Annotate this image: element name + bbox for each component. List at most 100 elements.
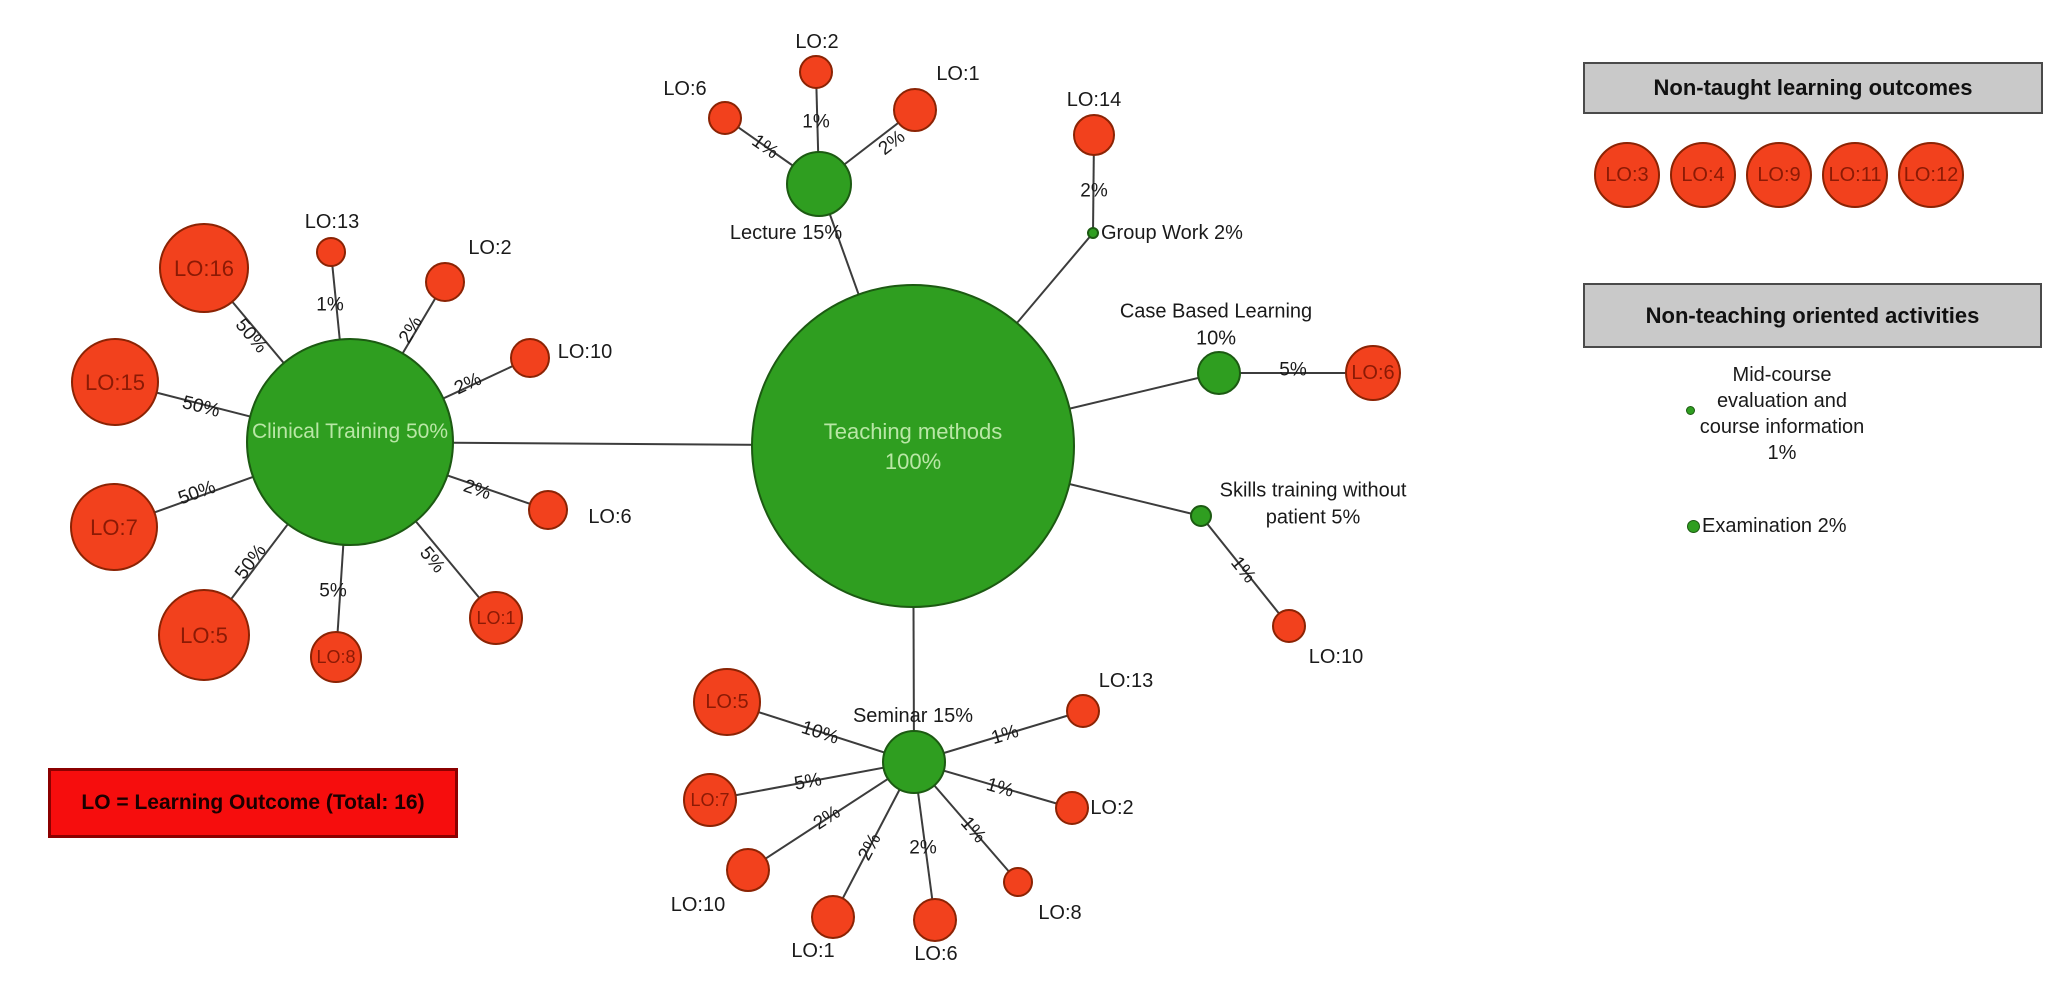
lo-se13-circle: [1066, 694, 1100, 728]
edge-weight-label: 50%: [176, 477, 219, 510]
lo-c16-label: LO:16: [174, 256, 234, 281]
lo-l1-label: LO:1: [936, 63, 979, 85]
lo-cb6-circle: [1345, 345, 1401, 401]
hub-groupwork-circle: [1087, 227, 1099, 239]
lo-se6-label: LO:6: [914, 943, 957, 965]
legend-lo-circle: LO:4: [1670, 142, 1736, 208]
edge-weight-label: 2%: [1080, 181, 1108, 202]
legend-lo-circle: LO:12: [1898, 142, 1964, 208]
note-box: LO = Learning Outcome (Total: 16): [48, 768, 458, 838]
lo-c13-label: LO:13: [305, 211, 359, 233]
hub-seminar-circle: [882, 730, 946, 794]
lo-se1-label: LO:1: [791, 940, 834, 962]
lo-se7-circle: [683, 773, 737, 827]
edge-weight-label: 2%: [395, 313, 427, 347]
lo-se8-circle: [1003, 867, 1033, 897]
lo-c5-label: LO:5: [180, 623, 228, 648]
legend-non-taught-header: Non-taught learning outcomes: [1583, 62, 2043, 114]
lo-g14-label: LO:14: [1067, 89, 1121, 111]
edge-weight-label: 1%: [802, 112, 830, 133]
legend-lo-circle: LO:11: [1822, 142, 1888, 208]
edge-weight-label: 5%: [319, 581, 347, 602]
lo-se8-label: LO:8: [1038, 902, 1081, 924]
hub-skills-label: Skills training without patient 5%: [1220, 480, 1407, 529]
lo-se6-circle: [913, 898, 957, 942]
edge-weight-label: 1%: [984, 774, 1016, 802]
hub-skills-circle: [1190, 505, 1212, 527]
edge-weight-label: 2%: [909, 838, 937, 859]
lo-c5-circle: [158, 589, 250, 681]
edge-weight-label: 1%: [989, 721, 1021, 749]
lo-se7-label: LO:7: [690, 790, 729, 810]
examination-dot-node: [1687, 520, 1700, 533]
legend-lo-circle: LO:3: [1594, 142, 1660, 208]
legend-non-teaching-header: Non-teaching oriented activities: [1583, 283, 2042, 348]
midcourse-dot-node: [1686, 406, 1695, 415]
legend-non-teaching-title: Non-teaching oriented activities: [1645, 302, 1980, 328]
lo-c13-circle: [316, 237, 346, 267]
edge-weight-label: 2%: [810, 802, 845, 835]
edge-weight-label: 1%: [748, 131, 783, 164]
hub-teaching-circle: [751, 284, 1075, 608]
lo-cb6-label: LO:6: [1351, 362, 1394, 384]
lo-se1-circle: [811, 895, 855, 939]
hub-groupwork-label: Group Work 2%: [1101, 222, 1243, 244]
lo-se10-label: LO:10: [671, 894, 725, 916]
lo-l2-circle: [799, 55, 833, 89]
hub-cbl-label: Case Based Learning 10%: [1120, 301, 1312, 350]
edge-weight-label: 2%: [875, 126, 910, 159]
lo-se5-circle: [693, 668, 761, 736]
lo-c2-circle: [425, 262, 465, 302]
edge-weight-label: 5%: [415, 543, 449, 578]
edge-weight-label: 5%: [793, 769, 824, 795]
lo-se2-circle: [1055, 791, 1089, 825]
lo-c7-label: LO:7: [90, 515, 138, 540]
non-taught-lo-list: LO:3 LO:4 LO:9 LO:11 LO:12: [1594, 142, 1964, 208]
hub-cbl-circle: [1197, 351, 1241, 395]
lo-c10-label: LO:10: [558, 341, 612, 363]
lo-c1-label: LO:1: [476, 608, 515, 628]
hub-lecture-circle: [786, 151, 852, 217]
edge-weight-label: 50%: [231, 315, 272, 358]
examination-label: Examination 2%: [1702, 515, 1847, 537]
lo-c8-circle: [310, 631, 362, 683]
edge-seminar-se7: [709, 761, 915, 801]
lo-c6-circle: [528, 490, 568, 530]
hub-teaching-label: Teaching methods 100%: [824, 419, 1003, 474]
edge-weight-label: 50%: [180, 392, 222, 422]
lo-l6-circle: [708, 101, 742, 135]
edge-weight-label: 5%: [1279, 360, 1307, 381]
lo-c16-circle: [159, 223, 249, 313]
lo-c8-label: LO:8: [316, 647, 355, 667]
edge-weight-label: 10%: [799, 717, 842, 749]
lo-se10-circle: [726, 848, 770, 892]
lo-c7-circle: [70, 483, 158, 571]
lo-se2-label: LO:2: [1090, 797, 1133, 819]
midcourse-evaluation-label: Mid-course evaluation and course informa…: [1699, 364, 1865, 464]
lo-l2-label: LO:2: [795, 31, 838, 53]
legend-non-taught-title: Non-taught learning outcomes: [1653, 75, 1973, 100]
lo-c15-label: LO:15: [85, 370, 145, 395]
hub-seminar-label: Seminar 15%: [853, 705, 973, 727]
lo-c2-label: LO:2: [468, 237, 511, 259]
lo-l1-circle: [893, 88, 937, 132]
hub-clinical-circle: [246, 338, 454, 546]
hub-lecture-label: Lecture 15%: [730, 222, 843, 244]
lo-g14-circle: [1073, 114, 1115, 156]
legend-lo-circle: LO:9: [1746, 142, 1812, 208]
lo-l6-label: LO:6: [663, 78, 706, 100]
lo-c15-circle: [71, 338, 159, 426]
edge-seminar-se10: [747, 761, 915, 871]
lo-se13-label: LO:13: [1099, 670, 1153, 692]
edge-weight-label: 1%: [316, 295, 344, 316]
lo-c10-circle: [510, 338, 550, 378]
edge-skills-s10: [1200, 515, 1290, 627]
edge-weight-label: 2%: [854, 830, 885, 864]
note-box-label: LO = Learning Outcome (Total: 16): [81, 791, 425, 814]
hub-clinical-label: Clinical Training 50%: [252, 420, 448, 443]
lo-se5-label: LO:5: [705, 691, 748, 713]
edge-weight-label: 2%: [451, 369, 485, 400]
edge-weight-label: 2%: [461, 476, 494, 505]
